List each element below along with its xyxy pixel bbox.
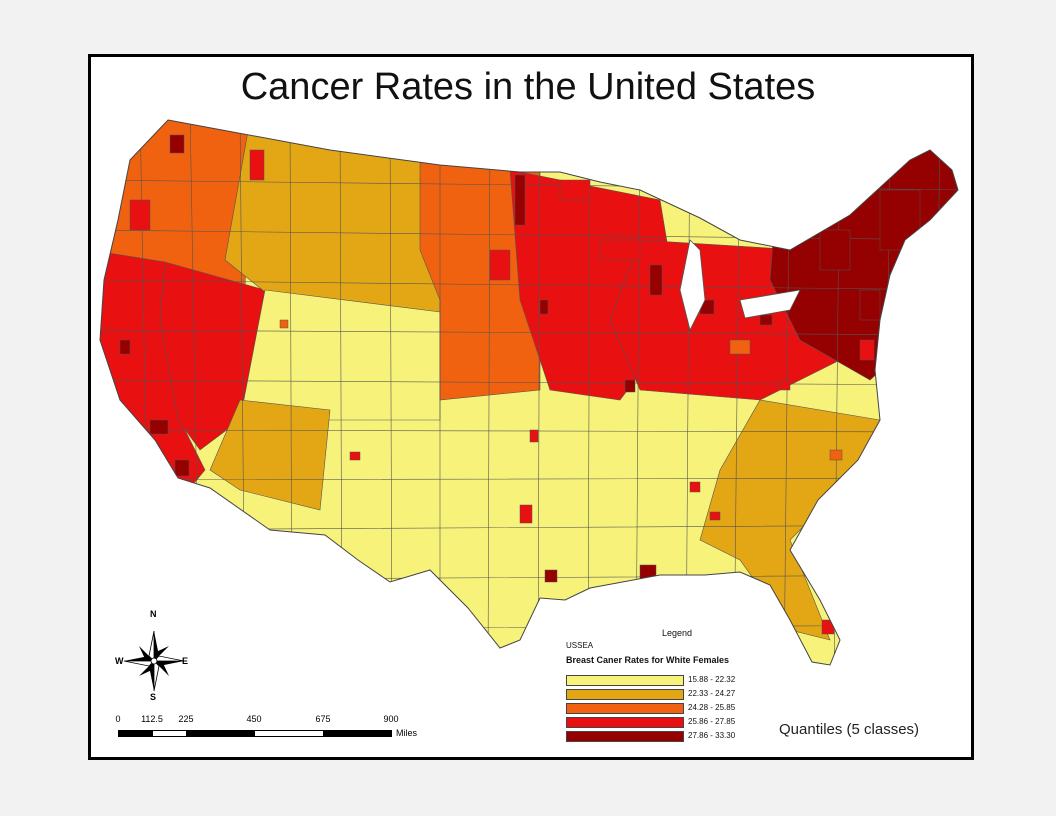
legend-swatch [566, 703, 684, 714]
lake-erie [739, 289, 801, 319]
compass-south-label: S [150, 692, 157, 702]
compass-west-label: W [115, 656, 124, 666]
county-hotspot [709, 511, 721, 521]
legend-label: 15.88 - 22.32 [688, 675, 736, 684]
county-hotspot [819, 519, 835, 541]
county-hotspot [539, 299, 549, 315]
compass-north-label: N [150, 609, 157, 619]
county-hotspot [819, 229, 851, 271]
county-hotspot [129, 199, 151, 231]
county-hotspot [249, 149, 265, 181]
county-hotspot [879, 189, 921, 251]
scale-segment [152, 730, 187, 737]
county-hotspot [519, 504, 533, 524]
county-hotspot [821, 619, 835, 635]
county-hotspot [779, 379, 791, 391]
scale-segment [254, 730, 324, 737]
scale-bar: 0 112.5 225 450 675 900 Miles [112, 714, 442, 744]
county-hotspot [514, 174, 526, 226]
scale-tick-label: 0 [115, 714, 121, 724]
legend-title: Legend [662, 628, 693, 638]
county-hotspot [624, 379, 636, 393]
county-hotspot [529, 429, 539, 443]
region-northern-rockies [224, 120, 441, 316]
county-hotspot [599, 239, 641, 261]
county-hotspot [149, 419, 169, 435]
legend-swatch [566, 689, 684, 700]
scale-tick-label: 450 [246, 714, 262, 724]
compass-rose-icon [123, 630, 185, 692]
scale-segment [186, 730, 255, 737]
scale-tick-label: 112.5 [141, 714, 163, 724]
legend-label: 25.86 - 27.85 [688, 717, 736, 726]
legend-field-name: Breast Caner Rates for White Females [566, 655, 730, 665]
county-hotspot [169, 134, 185, 154]
county-hotspot [759, 314, 773, 326]
scale-units: Miles [396, 728, 418, 738]
county-hotspot [689, 481, 701, 493]
county-hotspot [119, 339, 131, 355]
county-hotspot [859, 289, 881, 321]
county-hotspot [559, 179, 591, 201]
map-title: Cancer Rates in the United States [240, 66, 816, 108]
county-hotspot [649, 264, 663, 296]
county-hotspot [829, 449, 843, 461]
legend-swatch [566, 731, 684, 742]
region-southwest [209, 399, 331, 511]
scale-segment [323, 730, 392, 737]
legend-swatch [566, 717, 684, 728]
scale-tick-label: 675 [315, 714, 331, 724]
legend-label: 27.86 - 33.30 [688, 731, 736, 740]
scale-tick-label: 900 [383, 714, 399, 724]
county-hotspot [859, 339, 875, 361]
north-arrow: N S E W [112, 609, 196, 704]
lake-michigan [679, 239, 706, 332]
us-outline [99, 119, 959, 666]
legend-layer-name: USSEA [566, 641, 594, 650]
county-hotspot [174, 459, 190, 477]
scale-tick-label: 225 [178, 714, 194, 724]
legend: Legend USSEA Breast Caner Rates for Whit… [564, 628, 804, 743]
compass-east-label: E [182, 656, 189, 666]
county-hotspot [279, 319, 289, 329]
legend-swatch [566, 675, 684, 686]
county-hotspot [489, 249, 511, 281]
region-great-basin [239, 289, 441, 421]
county-hotspot [729, 339, 751, 355]
classification-method: Quantiles (5 classes) [779, 721, 920, 738]
legend-label: 24.28 - 25.85 [688, 703, 736, 712]
county-hotspot [544, 569, 558, 583]
scale-segment [118, 730, 153, 737]
legend-label: 22.33 - 24.27 [688, 689, 736, 698]
county-hotspot [349, 451, 361, 461]
